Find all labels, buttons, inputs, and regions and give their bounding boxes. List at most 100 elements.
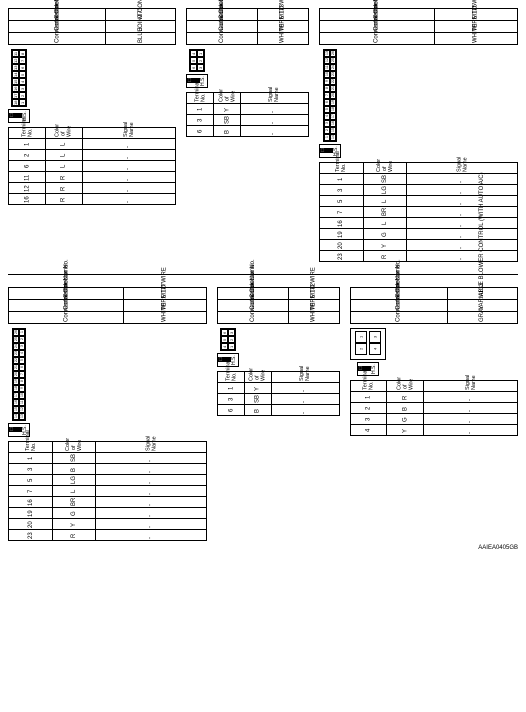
pin-cell: Y bbox=[244, 383, 271, 394]
pin-cell: 6 bbox=[187, 126, 214, 137]
pin-cell: 1 bbox=[9, 139, 46, 150]
pin-header: Terminal No. bbox=[350, 381, 387, 392]
pin-header: Signal Name bbox=[407, 163, 518, 174]
pin-cell: L bbox=[45, 161, 82, 172]
pin-cell: - bbox=[424, 425, 518, 436]
table-row: 5L- bbox=[319, 196, 517, 207]
pin-table: Terminal No.Color of WireSignal Name1Y-3… bbox=[186, 92, 309, 137]
table-row: 1L- bbox=[9, 139, 176, 150]
pin-cell: B bbox=[244, 405, 271, 416]
info-label: Connector Color bbox=[187, 33, 257, 45]
pin-cell: - bbox=[407, 251, 518, 262]
pin-cell: R bbox=[52, 530, 96, 541]
table-row: 7BR- bbox=[319, 207, 517, 218]
table-row: 2B- bbox=[350, 403, 517, 414]
pin-cell: 3 bbox=[350, 414, 387, 425]
table-row: 1SB- bbox=[319, 174, 517, 185]
pin-cell: Y bbox=[363, 240, 407, 251]
pin-cell: - bbox=[407, 218, 518, 229]
pin-cell: - bbox=[96, 475, 207, 486]
table-row: 1Y- bbox=[218, 383, 340, 394]
pin-table: Terminal No.Color of WireSignal Name1R-2… bbox=[350, 380, 518, 436]
table-row: 3LG- bbox=[319, 185, 517, 196]
pin-cell: SB bbox=[214, 115, 241, 126]
pin-header: Terminal No. bbox=[319, 163, 363, 174]
pin-cell: 7 bbox=[319, 207, 363, 218]
pin-cell: R bbox=[45, 183, 82, 194]
table-row: 3G- bbox=[350, 414, 517, 425]
pin-cell: 19 bbox=[9, 508, 53, 519]
pin-table: Terminal No.Color of WireSignal Name1L-2… bbox=[8, 127, 176, 205]
pin-cell: - bbox=[407, 196, 518, 207]
pin-cell: R bbox=[387, 392, 424, 403]
info-label: Connector Color bbox=[9, 33, 106, 45]
pin-cell: - bbox=[424, 414, 518, 425]
table-row: 1Y- bbox=[187, 104, 309, 115]
pin-cell: 7 bbox=[9, 486, 53, 497]
pin-cell: - bbox=[82, 183, 176, 194]
pin-cell: Y bbox=[52, 519, 96, 530]
pin-table: Terminal No.Color of WireSignal Name1Y-3… bbox=[217, 371, 340, 416]
pin-cell: - bbox=[82, 161, 176, 172]
pin-cell: L bbox=[363, 218, 407, 229]
pin-cell: 1 bbox=[319, 174, 363, 185]
pin-header: Color of Wire bbox=[214, 93, 241, 104]
table-row: 16BR- bbox=[9, 497, 207, 508]
info-label: Connector Color bbox=[218, 312, 288, 324]
info-label: Connector Color bbox=[319, 33, 434, 45]
table-row: 23R- bbox=[9, 530, 207, 541]
pin-cell: - bbox=[271, 383, 339, 394]
connector-block-M71: Connector No.M71Connector NameJOINT CONN… bbox=[8, 8, 176, 262]
info-value: GRAY bbox=[447, 312, 517, 324]
pin-cell: 4 bbox=[350, 425, 387, 436]
table-row: 4Y- bbox=[350, 425, 517, 436]
pin-cell: - bbox=[407, 185, 518, 196]
table-row: 16R- bbox=[9, 194, 176, 205]
pin-cell: 2 bbox=[350, 403, 387, 414]
pin-cell: - bbox=[424, 403, 518, 414]
table-row: 12R- bbox=[9, 183, 176, 194]
pin-cell: L bbox=[45, 150, 82, 161]
pin-cell: 5 bbox=[9, 475, 53, 486]
info-label: Connector Color bbox=[9, 312, 124, 324]
pin-cell: LG bbox=[52, 475, 96, 486]
pin-cell: 3 bbox=[218, 394, 245, 405]
pin-cell: - bbox=[96, 508, 207, 519]
table-row: 6B- bbox=[187, 126, 309, 137]
pin-cell: 20 bbox=[319, 240, 363, 251]
pin-cell: B bbox=[387, 403, 424, 414]
pin-cell: BR bbox=[52, 497, 96, 508]
info-value: BLUE bbox=[106, 33, 176, 45]
table-row: 2L- bbox=[9, 150, 176, 161]
pin-cell: L bbox=[45, 139, 82, 150]
pin-cell: 1 bbox=[187, 104, 214, 115]
pin-cell: - bbox=[96, 453, 207, 464]
info-table: Connector No.M132Connector NameWIRE TO W… bbox=[217, 287, 340, 324]
info-label: Connector Color bbox=[350, 312, 447, 324]
pin-header: Color of Wire bbox=[52, 442, 96, 453]
pin-header: Color of Wire bbox=[244, 372, 271, 383]
table-row: 1R- bbox=[350, 392, 517, 403]
info-value: WHITE bbox=[434, 33, 517, 45]
connector-block-M127: Connector No.M127Connector NameWIRE TO W… bbox=[8, 287, 207, 541]
pin-header: Color of Wire bbox=[363, 163, 407, 174]
connector-block-M132: Connector No.M132Connector NameWIRE TO W… bbox=[217, 287, 340, 541]
pin-cell: - bbox=[407, 174, 518, 185]
pin-cell: 3 bbox=[187, 115, 214, 126]
pin-cell: - bbox=[82, 194, 176, 205]
pin-cell: Y bbox=[387, 425, 424, 436]
pin-cell: - bbox=[96, 486, 207, 497]
pin-cell: L bbox=[363, 196, 407, 207]
table-row: 16L- bbox=[319, 218, 517, 229]
table-row: 7L- bbox=[9, 486, 207, 497]
pin-header: Color of Wire bbox=[45, 128, 82, 139]
pin-cell: - bbox=[271, 405, 339, 416]
pin-header: Signal Name bbox=[424, 381, 518, 392]
pin-cell: 3 bbox=[319, 185, 363, 196]
info-value: WHITE bbox=[123, 312, 206, 324]
pin-header: Terminal No. bbox=[9, 442, 53, 453]
connector-block-M133: Connector No.M133Connector NameVARIABLE … bbox=[350, 287, 518, 541]
pin-cell: B bbox=[214, 126, 241, 137]
pin-cell: - bbox=[82, 139, 176, 150]
pin-cell: G bbox=[363, 229, 407, 240]
